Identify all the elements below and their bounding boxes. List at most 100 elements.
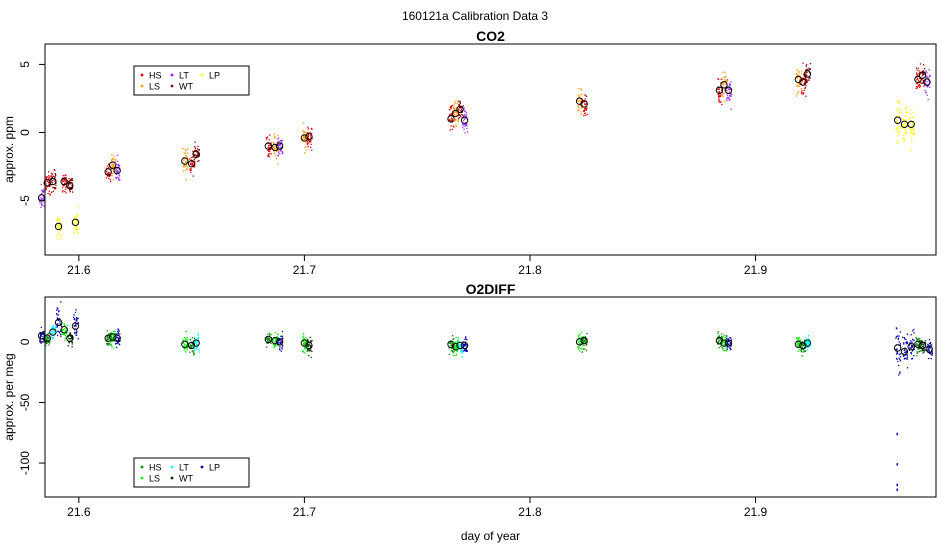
data-point	[917, 347, 920, 349]
data-point	[48, 178, 50, 180]
data-point	[459, 345, 462, 347]
data-point	[266, 138, 268, 140]
data-point	[453, 345, 456, 347]
cluster-mean-marker	[918, 341, 927, 350]
data-point	[42, 331, 44, 333]
data-point	[49, 193, 51, 195]
data-point	[584, 107, 586, 110]
data-point	[106, 335, 108, 337]
data-point	[281, 150, 283, 153]
data-point	[57, 330, 59, 332]
data-point	[277, 333, 279, 335]
data-point	[56, 317, 59, 319]
data-point	[577, 334, 580, 337]
data-point	[916, 77, 918, 79]
data-point	[279, 152, 281, 155]
data-point	[921, 70, 924, 73]
data-point	[582, 348, 585, 350]
data-point	[115, 343, 117, 345]
data-point	[930, 358, 932, 360]
data-point	[916, 79, 918, 81]
data-point	[196, 343, 198, 345]
data-point	[73, 325, 75, 327]
data-point	[197, 153, 199, 155]
data-point	[924, 83, 926, 85]
data-point	[274, 144, 277, 147]
data-point	[303, 341, 305, 343]
cluster-mean-marker	[275, 142, 284, 150]
data-point	[280, 147, 282, 149]
data-point	[904, 351, 906, 354]
data-point	[58, 310, 60, 312]
y-tick-label: 5	[18, 61, 32, 68]
data-point	[897, 101, 900, 103]
data-point	[800, 91, 803, 93]
data-point	[463, 108, 465, 110]
data-point	[581, 89, 583, 91]
data-point	[58, 232, 61, 235]
data-point	[75, 334, 77, 336]
data-point	[275, 147, 278, 149]
data-point	[273, 152, 276, 154]
panel-title: O2DIFF	[466, 281, 516, 297]
data-point	[584, 348, 586, 350]
data-point	[70, 187, 72, 189]
data-point	[45, 342, 47, 344]
data-point	[67, 345, 69, 347]
data-point	[807, 341, 809, 343]
data-point	[304, 139, 306, 141]
data-point	[721, 93, 724, 95]
data-point	[69, 189, 71, 191]
legend-box	[133, 65, 250, 96]
data-point	[801, 79, 803, 81]
data-point	[105, 167, 108, 169]
data-point	[448, 119, 450, 121]
data-point	[898, 335, 900, 337]
data-point	[721, 83, 723, 85]
data-point	[729, 98, 731, 100]
data-point	[915, 337, 917, 339]
data-point	[919, 85, 921, 87]
data-point	[77, 322, 79, 324]
data-cluster-ls	[720, 71, 728, 103]
data-point	[450, 105, 453, 107]
data-point	[303, 137, 305, 139]
data-point	[192, 345, 195, 348]
data-point	[54, 180, 56, 182]
data-cluster-lt	[49, 324, 57, 340]
cluster-mean-marker	[460, 116, 469, 124]
data-point	[197, 339, 200, 341]
cluster-mean-marker	[71, 322, 80, 330]
data-point	[580, 88, 582, 90]
data-point	[189, 345, 191, 347]
data-point	[906, 111, 908, 113]
data-point	[51, 182, 54, 184]
data-point	[719, 339, 721, 341]
data-point	[115, 339, 117, 341]
data-point	[276, 340, 278, 342]
data-cluster-wt	[918, 64, 927, 87]
data-cluster-wt	[49, 169, 57, 193]
data-point	[61, 329, 63, 331]
data-point	[279, 348, 281, 350]
data-point	[185, 341, 187, 343]
data-point	[806, 346, 808, 348]
data-point	[453, 115, 455, 117]
data-point	[916, 355, 918, 357]
data-point	[69, 183, 71, 185]
data-point	[184, 169, 186, 172]
data-point	[916, 67, 918, 69]
data-point	[306, 141, 309, 143]
data-point	[193, 163, 195, 165]
cluster-mean-marker	[54, 318, 63, 327]
data-point	[108, 344, 110, 346]
data-point	[306, 349, 308, 351]
data-point	[729, 94, 731, 97]
data-point	[453, 341, 455, 344]
data-point	[113, 333, 115, 335]
data-point	[796, 343, 798, 345]
data-point	[63, 333, 65, 336]
data-point	[898, 125, 901, 127]
legend-label: LS	[149, 474, 160, 484]
